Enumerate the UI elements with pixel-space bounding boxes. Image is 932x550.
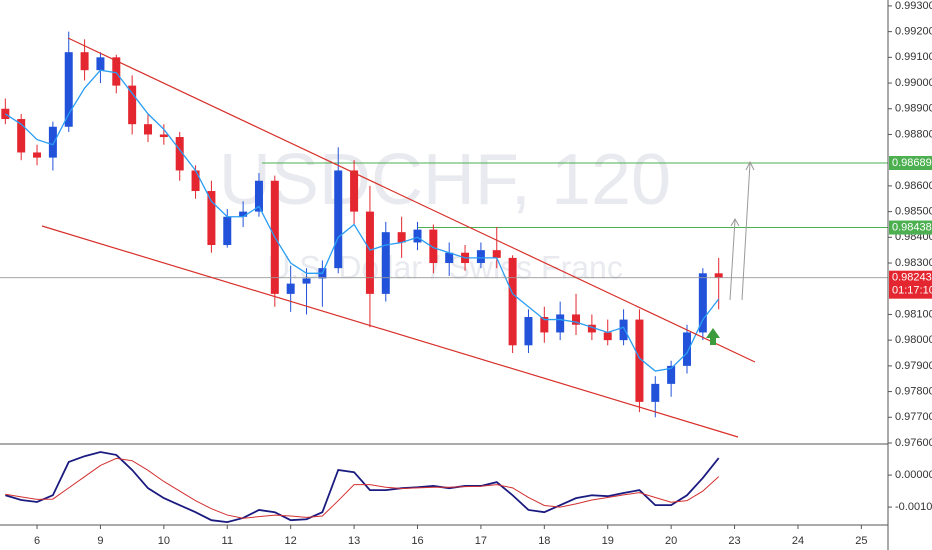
channel-upper — [67, 37, 756, 363]
candle-body — [207, 191, 216, 246]
candle-body — [48, 126, 57, 158]
x-tick-label: 16 — [411, 535, 423, 547]
price-level-badge — [889, 156, 932, 171]
x-tick-label: 19 — [602, 535, 614, 547]
candle-body — [191, 170, 200, 192]
candle-body — [239, 211, 248, 217]
candle-body — [33, 152, 42, 158]
candle-body — [603, 332, 612, 341]
x-tick-label: 24 — [792, 535, 804, 547]
candle-body — [445, 252, 454, 264]
candle-body — [112, 57, 121, 86]
candle-body — [334, 170, 343, 269]
y-tick-label: 0.97700 — [895, 411, 932, 423]
x-tick-label: 18 — [538, 535, 550, 547]
candle-body — [651, 383, 660, 402]
x-tick-label: 13 — [348, 535, 360, 547]
countdown-label: 01:17:10 — [892, 285, 932, 297]
candle-body — [429, 229, 438, 264]
y-tick-label: 0.98100 — [895, 308, 932, 320]
oscillator-line — [5, 457, 720, 519]
arrow-head — [745, 160, 755, 171]
candles — [1, 31, 723, 418]
arrow-head — [730, 217, 740, 227]
candle-body — [492, 250, 501, 258]
candle-body — [682, 332, 691, 366]
candle-body — [80, 52, 89, 71]
x-tick-label: 23 — [728, 535, 740, 547]
channel-lower — [41, 225, 739, 438]
candle-body — [572, 314, 581, 325]
watermark-subtitle: U.S. Dollar / Swiss Franc — [267, 249, 623, 285]
candle-body — [381, 232, 390, 294]
drawings — [0, 0, 889, 550]
candle-body — [540, 317, 549, 333]
y-tick-label: 0.98300 — [895, 257, 932, 269]
y-tick-label: 0.97600 — [895, 437, 932, 449]
y-tick-label: 0.98000 — [895, 334, 932, 346]
y-tick-label: 0.99000 — [895, 77, 932, 89]
x-tick-label: 6 — [34, 535, 40, 547]
x-tick-label: 9 — [97, 535, 103, 547]
y-tick-label: 0.97900 — [895, 360, 932, 372]
osc-tick-label: 0.00000 — [895, 469, 932, 481]
x-tick-label: 10 — [158, 535, 170, 547]
candle-body — [476, 250, 485, 264]
price-level-badge — [889, 220, 932, 235]
y-tick-label: 0.99100 — [895, 51, 932, 63]
osc-tick-label: -0.00100 — [895, 501, 932, 513]
x-tick-label: 17 — [475, 535, 487, 547]
candle-body — [397, 232, 406, 243]
candle-body — [17, 119, 26, 153]
projection-arrow — [741, 162, 751, 301]
moving-average — [4, 69, 720, 372]
buy-arrow — [706, 328, 720, 345]
y-tick-label: 0.98900 — [895, 103, 932, 115]
oscillator-line — [5, 451, 720, 524]
candle-body — [144, 124, 152, 135]
y-tick-label: 0.98500 — [895, 206, 932, 218]
projection-arrow — [729, 219, 736, 301]
candle-body — [128, 85, 137, 125]
candle-body — [587, 324, 596, 333]
candle-body — [508, 257, 517, 346]
price-level-label: 0.98438 — [892, 221, 932, 233]
last-price-label: 0.98243 — [892, 272, 932, 284]
y-tick-label: 0.99200 — [895, 26, 932, 38]
candle-body — [619, 319, 628, 341]
candle-body — [524, 317, 533, 346]
x-tick-label: 25 — [855, 535, 867, 547]
candle-body — [556, 314, 565, 333]
x-tick-label: 11 — [222, 535, 233, 547]
candle-body — [714, 273, 723, 278]
x-tick-label: 20 — [665, 535, 677, 547]
candle-body — [64, 52, 73, 127]
candle-body — [302, 278, 311, 284]
y-tick-label: 0.98600 — [895, 180, 932, 192]
candle-body — [413, 229, 422, 243]
last-price-badge — [889, 270, 932, 299]
candle-body — [159, 134, 168, 138]
price-level-label: 0.98689 — [892, 157, 932, 169]
candle-body — [635, 319, 644, 402]
x-tick-label: 12 — [285, 535, 297, 547]
candle-body — [667, 365, 676, 384]
y-tick-label: 0.98800 — [895, 128, 932, 140]
candle-body — [698, 273, 707, 333]
candle-body — [175, 137, 184, 171]
candle-body — [254, 180, 263, 212]
candle-body — [365, 211, 374, 294]
watermark: USDCHF, 120 — [219, 140, 671, 220]
y-tick-label: 0.99300 — [895, 0, 932, 12]
candle-body — [96, 57, 105, 71]
candle-body — [350, 170, 359, 212]
candle-body — [223, 216, 232, 246]
y-tick-label: 0.97800 — [895, 385, 932, 397]
candle-body — [286, 283, 295, 294]
